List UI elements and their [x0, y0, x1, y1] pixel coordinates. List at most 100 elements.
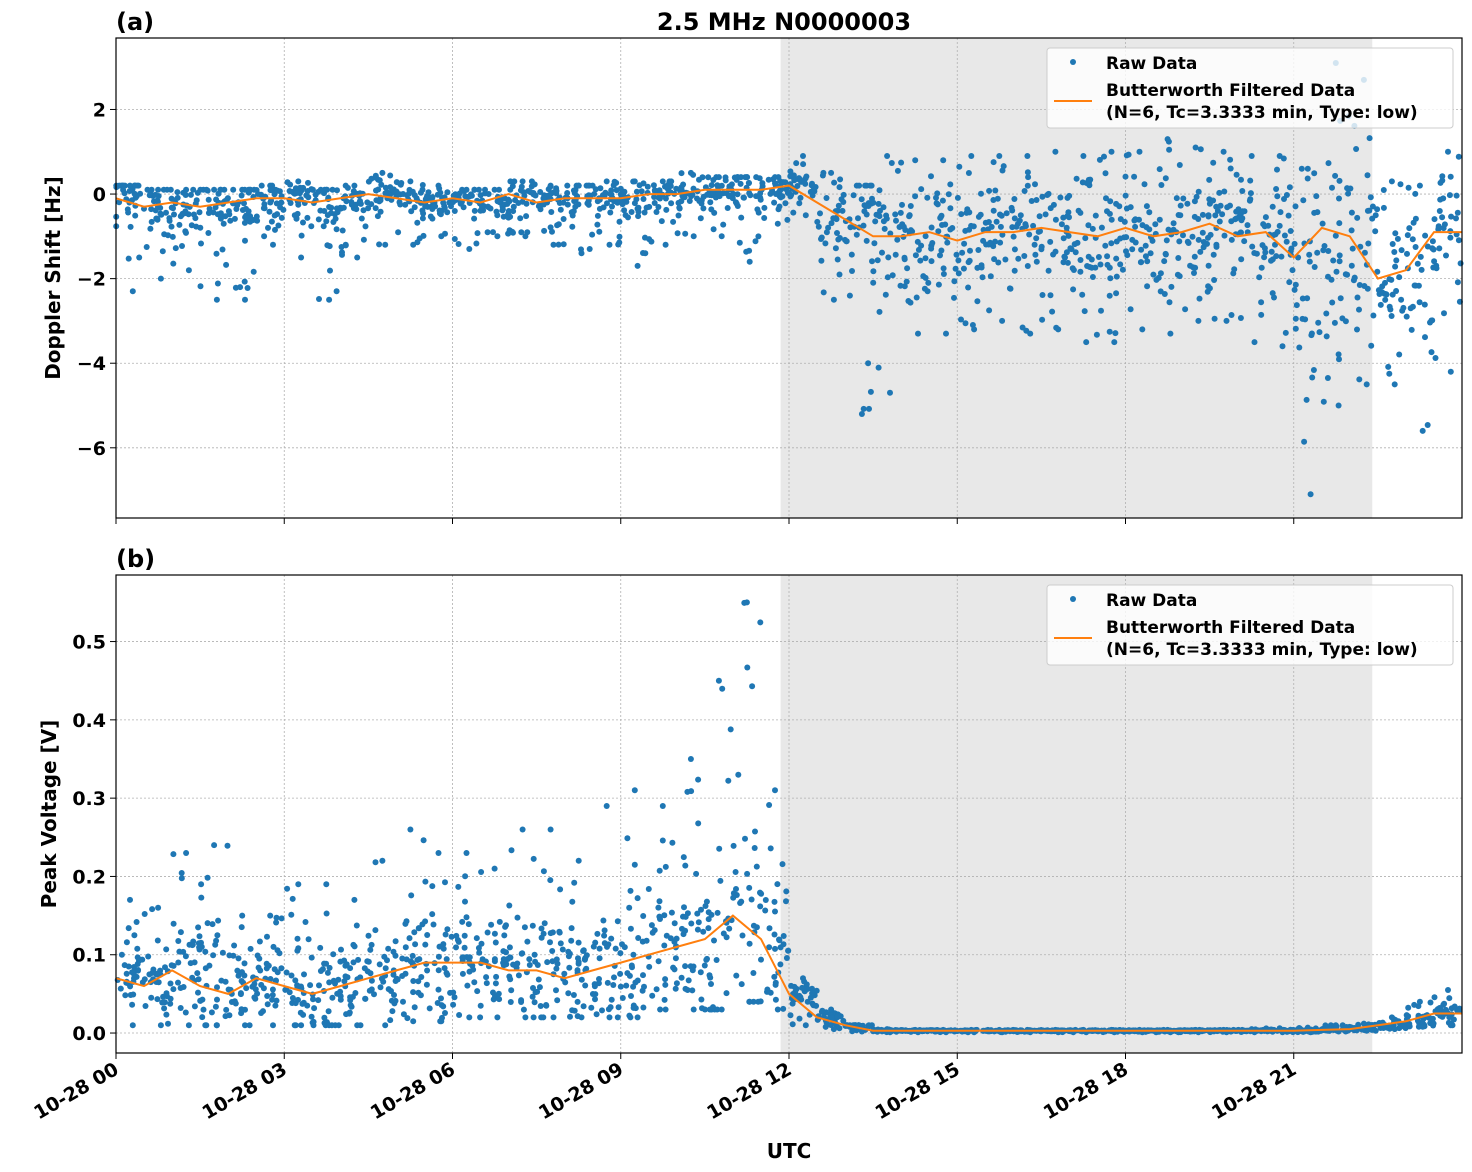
- raw-data-point: [589, 231, 596, 238]
- raw-data-point: [329, 186, 336, 193]
- raw-data-point: [560, 241, 567, 248]
- raw-data-point: [735, 771, 742, 778]
- raw-data-point: [787, 1012, 794, 1019]
- raw-data-point: [624, 835, 631, 842]
- raw-data-point: [300, 1011, 307, 1018]
- raw-data-point: [1360, 1020, 1367, 1027]
- raw-data-point: [503, 922, 509, 929]
- raw-data-point: [1380, 204, 1387, 211]
- raw-data-point: [440, 941, 447, 948]
- raw-data-point: [178, 875, 185, 882]
- raw-data-point: [1045, 267, 1052, 274]
- raw-data-point: [1152, 221, 1159, 228]
- raw-data-point: [1000, 163, 1007, 170]
- raw-data-point: [1064, 194, 1071, 201]
- raw-data-point: [628, 993, 634, 999]
- raw-data-point: [538, 925, 545, 932]
- raw-data-point: [597, 185, 604, 192]
- raw-data-point: [1207, 231, 1214, 238]
- raw-data-point: [1156, 216, 1163, 223]
- raw-data-point: [1447, 368, 1454, 375]
- raw-data-point: [1079, 179, 1086, 186]
- raw-data-point: [1368, 342, 1375, 349]
- x-tick-label: 10-28 06: [367, 1058, 459, 1124]
- raw-data-point: [971, 326, 978, 333]
- raw-data-point: [436, 207, 443, 214]
- raw-data-point: [536, 984, 543, 991]
- raw-data-point: [673, 980, 680, 987]
- raw-data-point: [256, 955, 263, 962]
- raw-data-point: [596, 228, 603, 235]
- raw-data-point: [876, 308, 883, 315]
- raw-data-point: [943, 330, 949, 337]
- raw-data-point: [574, 967, 581, 974]
- raw-data-point: [1285, 212, 1292, 219]
- raw-data-point: [1009, 207, 1016, 214]
- raw-data-point: [219, 949, 226, 956]
- raw-data-point: [716, 845, 723, 852]
- raw-data-point: [939, 222, 945, 228]
- raw-data-point: [241, 960, 248, 967]
- raw-data-point: [520, 1006, 527, 1013]
- raw-data-point: [688, 788, 695, 795]
- raw-data-point: [1342, 318, 1349, 325]
- raw-data-point: [570, 992, 577, 998]
- raw-data-point: [662, 976, 669, 983]
- raw-data-point: [1364, 207, 1371, 214]
- raw-data-point: [1298, 165, 1305, 172]
- raw-data-point: [1437, 179, 1444, 186]
- raw-data-point: [329, 994, 336, 1001]
- raw-data-point: [163, 990, 170, 997]
- raw-data-point: [669, 839, 676, 846]
- raw-data-point: [782, 200, 789, 207]
- raw-data-point: [991, 256, 998, 263]
- raw-data-point: [528, 178, 535, 185]
- raw-data-point: [382, 184, 389, 191]
- raw-data-point: [744, 870, 751, 877]
- raw-data-point: [131, 972, 138, 979]
- raw-data-point: [1309, 374, 1316, 381]
- raw-data-point: [928, 245, 935, 252]
- raw-data-point: [122, 992, 129, 999]
- raw-data-point: [1119, 266, 1126, 273]
- raw-data-point: [1039, 193, 1046, 200]
- raw-data-point: [810, 1002, 817, 1009]
- raw-data-point: [238, 924, 245, 931]
- raw-data-point: [800, 153, 806, 159]
- raw-data-point: [565, 953, 572, 960]
- raw-data-point: [377, 197, 384, 204]
- raw-data-point: [1380, 187, 1387, 193]
- raw-data-point: [295, 945, 302, 952]
- raw-data-point: [1394, 235, 1401, 242]
- raw-data-point: [280, 206, 287, 213]
- y-tick-label: −2: [77, 269, 106, 291]
- raw-data-point: [225, 986, 232, 993]
- raw-data-point: [253, 213, 260, 220]
- raw-data-point: [230, 952, 237, 959]
- raw-data-point: [935, 281, 942, 288]
- raw-data-point: [585, 192, 592, 199]
- raw-data-point: [519, 178, 526, 185]
- raw-data-point: [324, 969, 331, 976]
- raw-data-point: [400, 998, 406, 1005]
- raw-data-point: [723, 990, 730, 997]
- raw-data-point: [986, 187, 993, 194]
- raw-data-point: [1112, 330, 1119, 337]
- raw-data-point: [349, 993, 356, 1000]
- raw-data-point: [554, 997, 561, 1004]
- raw-data-point: [310, 996, 316, 1003]
- raw-data-point: [1436, 245, 1443, 252]
- raw-data-point: [1088, 256, 1095, 263]
- raw-data-point: [368, 201, 375, 208]
- raw-data-point: [912, 193, 919, 200]
- raw-data-point: [1170, 220, 1177, 227]
- raw-data-point: [1448, 213, 1455, 220]
- raw-data-point: [1311, 264, 1318, 270]
- raw-data-point: [986, 307, 993, 314]
- raw-data-point: [491, 186, 498, 193]
- raw-data-point: [678, 170, 685, 177]
- raw-data-point: [292, 977, 299, 984]
- x-tick-label: 10-28 21: [1208, 1058, 1300, 1124]
- raw-data-point: [1205, 262, 1212, 269]
- raw-data-point: [477, 192, 484, 199]
